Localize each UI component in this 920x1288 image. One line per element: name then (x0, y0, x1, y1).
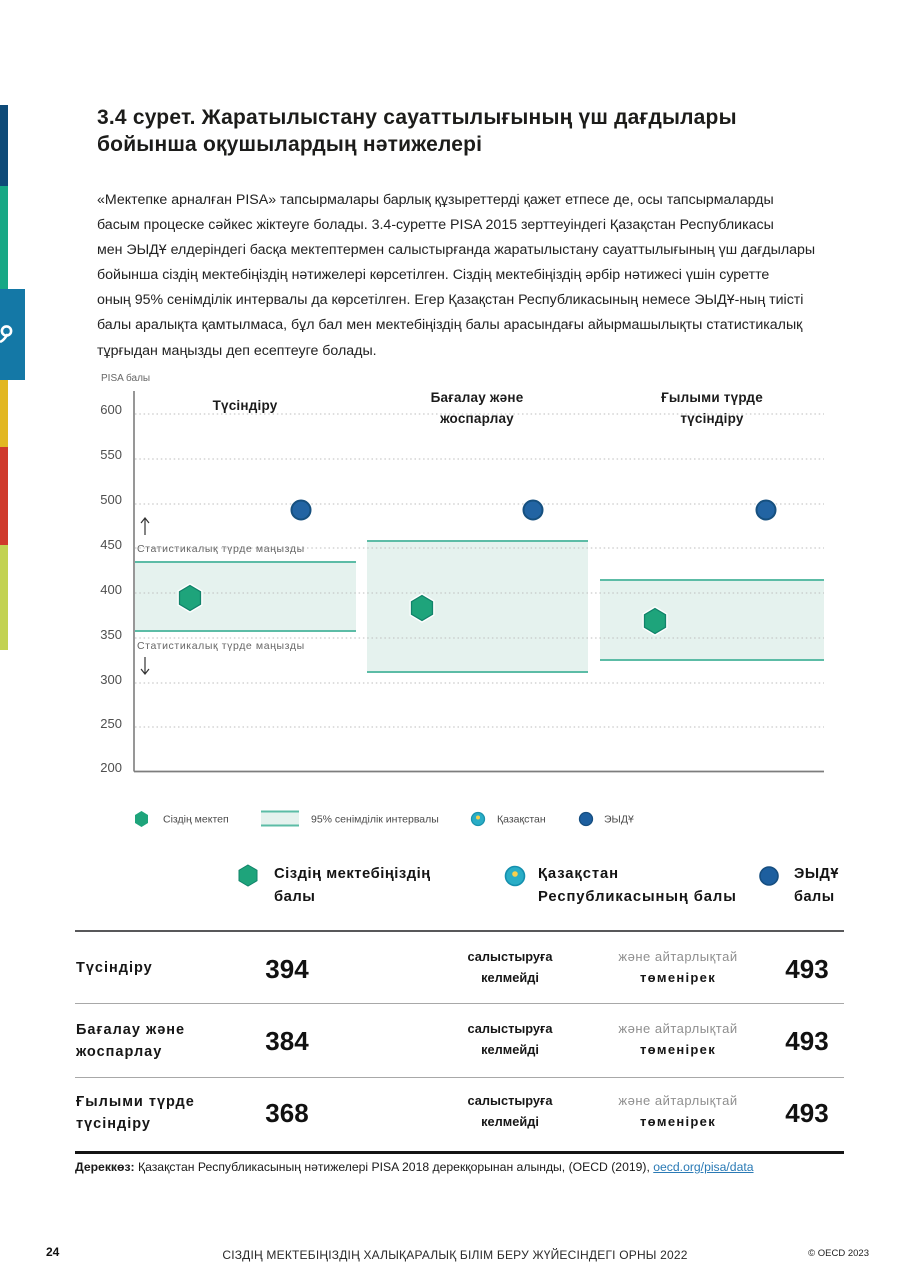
svg-text:250: 250 (100, 716, 122, 731)
svg-text:95% сенімділік интервалы: 95% сенімділік интервалы (311, 814, 439, 826)
svg-text:Статистикалық түрде маңызды: Статистикалық түрде маңызды (137, 543, 305, 555)
svg-text:Ғылыми түрде: Ғылыми түрде (661, 390, 763, 405)
svg-text:ЭЫДҰ: ЭЫДҰ (604, 814, 634, 826)
svg-text:PISA балы: PISA балы (101, 372, 150, 384)
svg-text:жоспарлау: жоспарлау (439, 411, 514, 426)
svg-text:400: 400 (100, 582, 122, 597)
svg-text:Қазақстан: Қазақстан (497, 814, 546, 826)
svg-text:300: 300 (100, 672, 122, 687)
svg-text:Түсіндіру: Түсіндіру (213, 398, 278, 413)
svg-text:200: 200 (100, 760, 122, 775)
svg-text:Бағалау және: Бағалау және (431, 390, 524, 405)
svg-text:түсіндіру: түсіндіру (680, 411, 744, 426)
svg-text:350: 350 (100, 627, 122, 642)
svg-text:550: 550 (100, 447, 122, 462)
svg-text:600: 600 (100, 402, 122, 417)
svg-text:450: 450 (100, 537, 122, 552)
svg-text:Сіздің мектеп: Сіздің мектеп (163, 814, 229, 826)
svg-text:Статистикалық түрде маңызды: Статистикалық түрде маңызды (137, 640, 305, 652)
svg-text:500: 500 (100, 492, 122, 507)
